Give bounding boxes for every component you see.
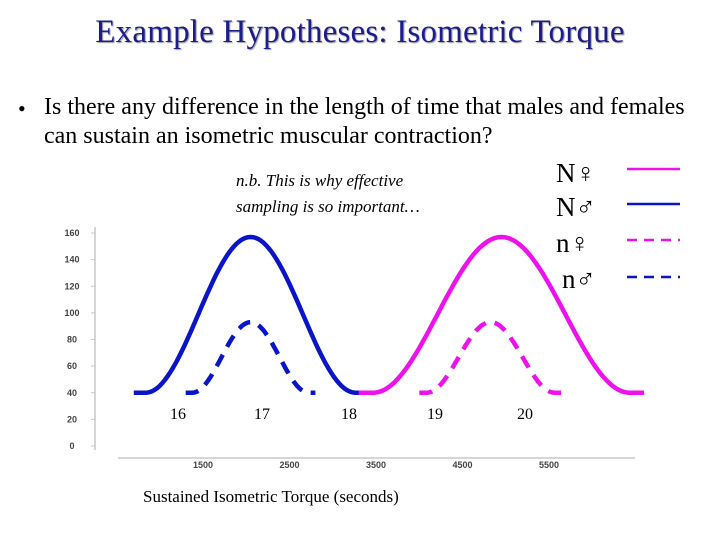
y-tick-label: 0 xyxy=(69,441,74,451)
legend-label-n-female-small: n♀ xyxy=(556,228,590,258)
hypothesis-tick-20: 20 xyxy=(517,406,533,423)
x-tick-label: 3500 xyxy=(366,460,386,470)
legend-label-n-male-small: n♂ xyxy=(562,264,596,294)
slide-title: Example Hypotheses: Isometric Torque xyxy=(95,14,625,50)
hypothesis-tick-19: 19 xyxy=(427,406,443,423)
curve-Nfemale xyxy=(358,234,645,396)
y-tick-label: 80 xyxy=(67,335,77,345)
y-tick-label: 120 xyxy=(64,281,79,291)
bullet-question: Is there any difference in the length of… xyxy=(44,94,685,149)
bullet-dot: • xyxy=(18,96,26,121)
x-axis-caption: Sustained Isometric Torque (seconds) xyxy=(143,487,399,506)
y-tick-label: 140 xyxy=(64,255,79,265)
note-line-2: sampling is so important… xyxy=(236,197,420,216)
y-tick-label: 40 xyxy=(67,388,77,398)
x-tick-label: 2500 xyxy=(279,460,299,470)
y-tick-label: 60 xyxy=(67,361,77,371)
curve-nmale xyxy=(184,319,317,396)
curve-nfemale xyxy=(418,319,563,396)
hypothesis-tick-17: 17 xyxy=(254,406,270,423)
legend-label-n-male-large: N♂ xyxy=(556,192,596,222)
sampling-note: n.b. This is why effective sampling is s… xyxy=(236,168,420,220)
y-tick-label: 20 xyxy=(67,414,77,424)
legend-label-n-female-large: N♀ xyxy=(556,158,596,188)
hypothesis-tick-16: 16 xyxy=(170,406,186,423)
x-tick-label: 1500 xyxy=(193,460,213,470)
x-tick-label: 4500 xyxy=(452,460,472,470)
x-tick-label: 5500 xyxy=(539,460,559,470)
y-tick-label: 160 xyxy=(64,228,79,238)
y-tick-label: 100 xyxy=(64,308,79,318)
note-line-1: n.b. This is why effective xyxy=(236,171,404,190)
curve-Nmale xyxy=(133,234,368,396)
hypothesis-tick-18: 18 xyxy=(341,406,357,423)
